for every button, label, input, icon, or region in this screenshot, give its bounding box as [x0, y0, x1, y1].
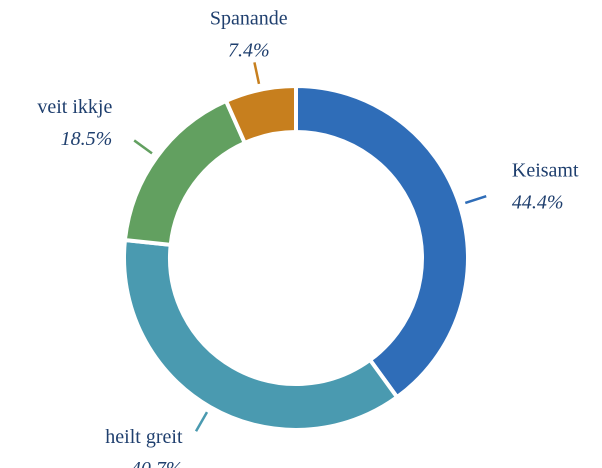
leader-line	[133, 139, 153, 155]
slice-label: Spanande	[210, 8, 288, 30]
donut-slice	[294, 83, 470, 400]
slice-value-label: 40.7%	[131, 458, 183, 468]
slice-value-label: 44.4%	[512, 191, 564, 213]
slice-label: veit ikkje	[37, 96, 112, 118]
leader-line	[253, 62, 261, 85]
donut-slice	[122, 98, 248, 248]
slice-value-label: 7.4%	[228, 40, 270, 62]
donut-slice	[122, 237, 400, 432]
slice-label: heilt greit	[105, 426, 183, 448]
leader-line	[464, 195, 487, 205]
slice-value-label: 18.5%	[61, 128, 113, 150]
donut-slice	[223, 83, 298, 146]
leader-line	[194, 411, 209, 432]
slice-label: Keisamt	[512, 159, 579, 181]
